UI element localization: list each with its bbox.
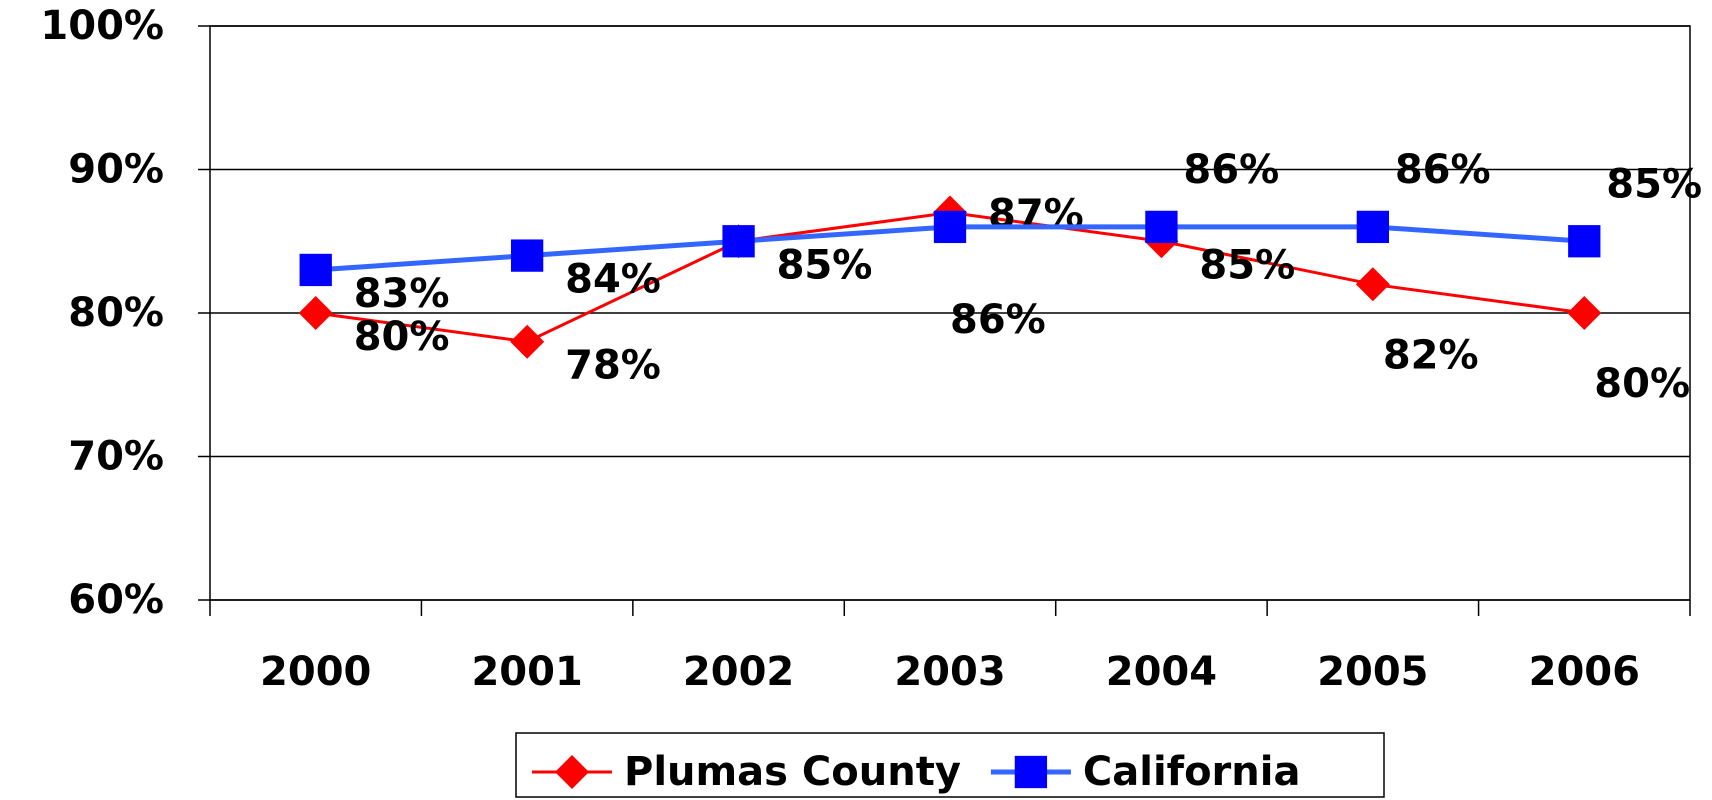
x-tick-label: 2004 <box>1106 649 1217 695</box>
data-label: 86% <box>1183 147 1279 193</box>
data-label: 78% <box>565 343 661 389</box>
legend-marker <box>555 755 589 789</box>
marker <box>722 225 755 258</box>
data-label: 85% <box>777 242 873 288</box>
marker <box>510 324 545 359</box>
legend-label: Plumas County <box>624 749 961 795</box>
legend-box <box>515 732 1385 798</box>
data-label: 83% <box>354 271 450 317</box>
marker <box>933 210 967 244</box>
data-label: 86% <box>950 297 1046 343</box>
marker <box>510 239 544 272</box>
x-tick-label: 2000 <box>260 649 371 695</box>
data-label: 84% <box>565 257 661 303</box>
x-tick-label: 2003 <box>894 649 1005 695</box>
data-label: 82% <box>1383 332 1479 378</box>
legend-label: California <box>1083 749 1301 795</box>
data-label: 86% <box>1395 147 1491 193</box>
data-label: 85% <box>1199 242 1295 288</box>
data-label: 85% <box>777 242 873 288</box>
marker <box>1356 210 1390 244</box>
data-label: 85% <box>1606 161 1702 207</box>
marker <box>1568 225 1601 258</box>
legend-marker <box>1014 755 1048 789</box>
x-tick-label: 2001 <box>471 649 582 695</box>
marker <box>298 296 333 330</box>
x-tick-label: 2002 <box>683 649 794 695</box>
data-label: 80% <box>1594 361 1690 407</box>
data-label: 87% <box>988 192 1084 238</box>
marker <box>1355 267 1390 302</box>
y-tick-label: 100% <box>40 3 164 49</box>
y-tick-label: 60% <box>68 577 164 623</box>
y-tick-label: 90% <box>68 147 164 193</box>
x-tick-label: 2006 <box>1529 649 1640 695</box>
y-tick-label: 70% <box>68 434 164 480</box>
data-label: 80% <box>354 314 450 360</box>
plot-frame <box>209 25 1691 601</box>
y-tick-label: 80% <box>68 290 164 336</box>
legend: Plumas County California <box>515 732 1385 798</box>
marker <box>1145 210 1178 244</box>
marker <box>1567 296 1602 330</box>
x-tick-label: 2005 <box>1317 649 1428 695</box>
marker <box>299 253 332 287</box>
